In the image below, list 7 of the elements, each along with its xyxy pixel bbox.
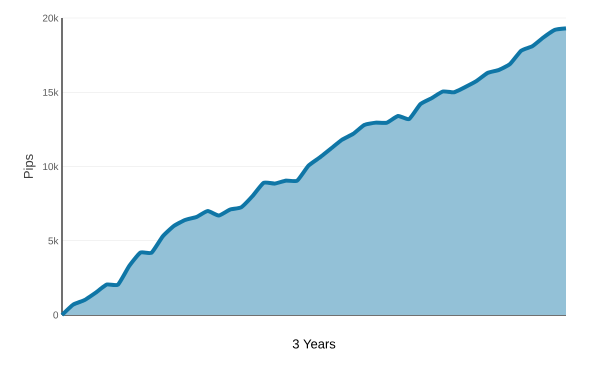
y-tick-label: 5k	[48, 237, 58, 244]
y-tick-label: 0	[53, 311, 58, 319]
y-tick-label: 10k	[43, 162, 58, 170]
y-axis-title: Pips	[24, 154, 36, 178]
x-axis-title: 3 Years	[292, 339, 336, 349]
y-tick-label: 20k	[42, 14, 58, 22]
y-tick-label: 15k	[43, 88, 58, 96]
